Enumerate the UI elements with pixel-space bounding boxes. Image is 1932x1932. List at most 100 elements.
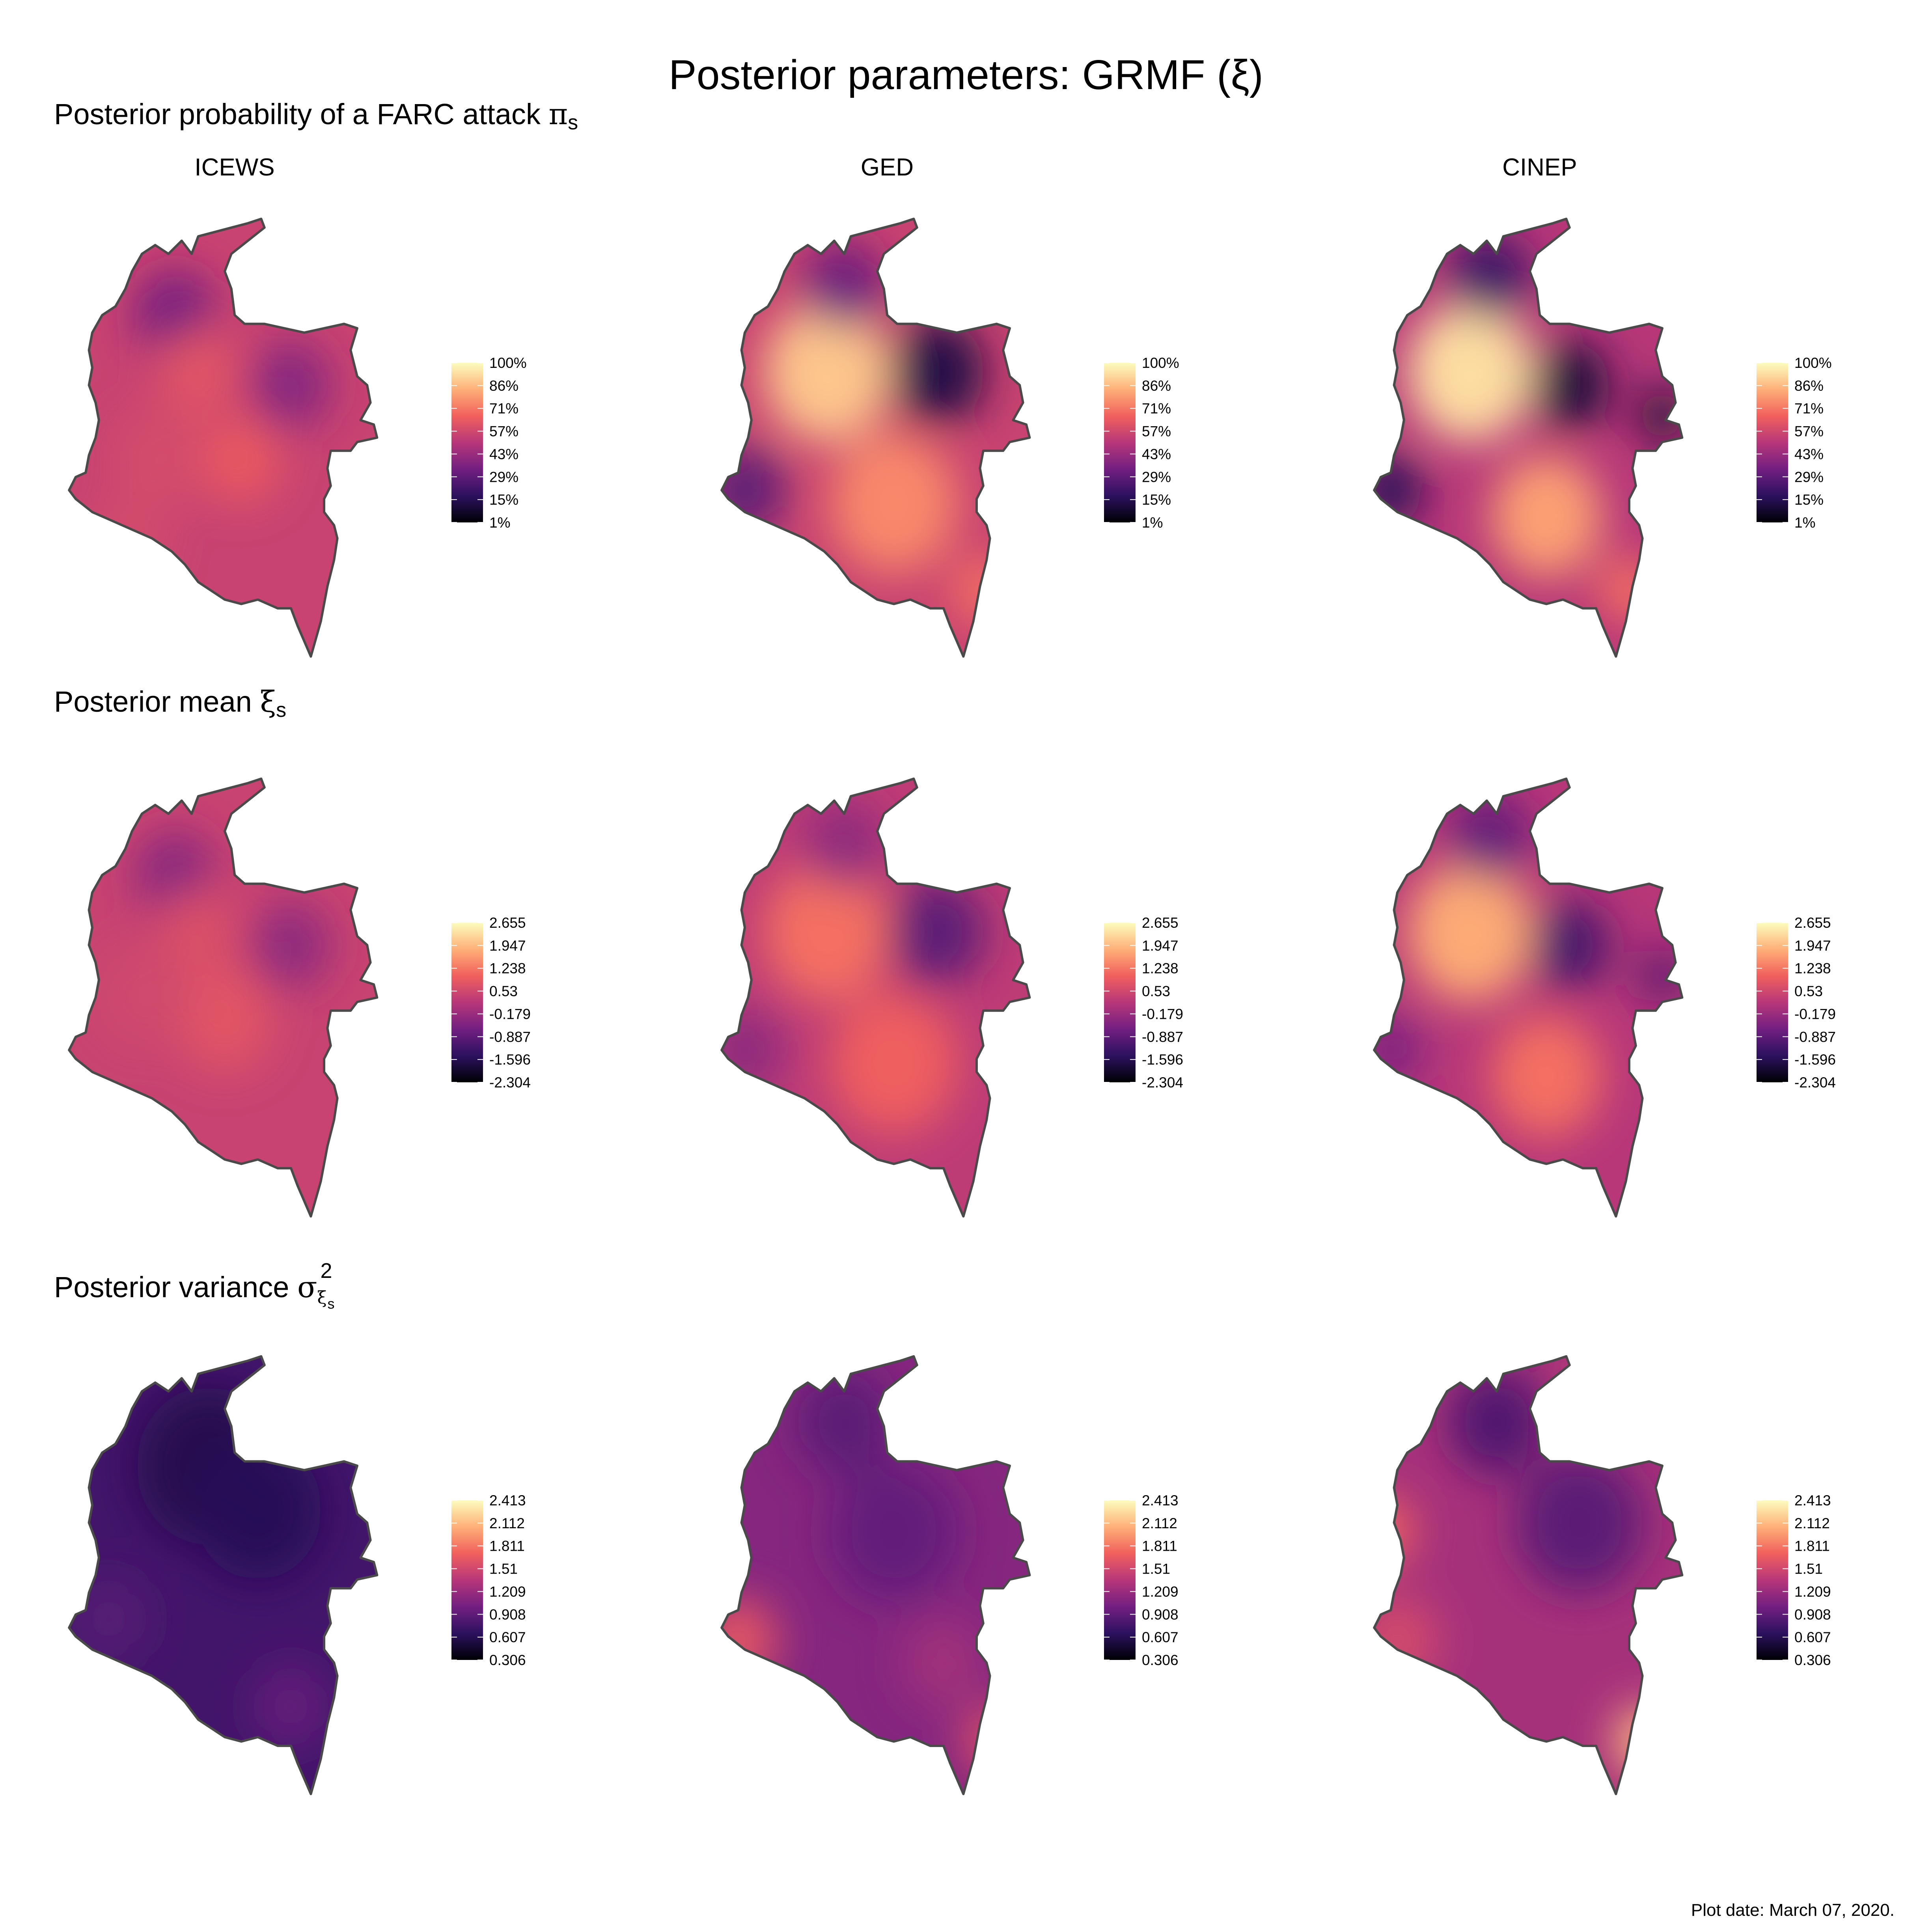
superscript: 2 bbox=[320, 1259, 332, 1283]
legend-tick-label: 1.51 bbox=[1794, 1561, 1823, 1577]
legend-tick-label: 1.811 bbox=[1794, 1538, 1830, 1554]
intensity-region bbox=[69, 1575, 149, 1663]
legend-tick-label: 71% bbox=[1142, 401, 1171, 417]
pi-symbol: π bbox=[548, 97, 568, 131]
subscript: s bbox=[276, 699, 287, 722]
legend-tick-label: 15% bbox=[489, 492, 518, 508]
legend-tick-label: 2.112 bbox=[489, 1515, 525, 1531]
intensity-region bbox=[201, 416, 281, 504]
intensity-region bbox=[86, 503, 165, 591]
legend-colorbar bbox=[1104, 363, 1136, 522]
legend-tick-label: 57% bbox=[1794, 423, 1824, 440]
intensity-region bbox=[830, 433, 958, 574]
colombia-border bbox=[720, 218, 1031, 658]
legend-tick-label: 0.53 bbox=[1794, 983, 1823, 1000]
intensity-region bbox=[1450, 792, 1530, 880]
legend-tick-label: 29% bbox=[489, 469, 518, 485]
intensity-region bbox=[889, 879, 985, 985]
intensity-region bbox=[159, 328, 238, 416]
legend-tick-label: 0.53 bbox=[489, 983, 518, 1000]
plot-date: Plot date: March 07, 2020. bbox=[1691, 1900, 1895, 1920]
colombia-border bbox=[68, 778, 379, 1218]
legend-tick-label: 0.908 bbox=[1794, 1606, 1831, 1622]
legend-tick-label: 29% bbox=[1142, 469, 1171, 485]
legend-tick-label: 100% bbox=[489, 355, 527, 371]
legend-tick-label: 57% bbox=[1142, 423, 1171, 440]
legend-tick-label: 1.51 bbox=[489, 1561, 518, 1577]
intensity-region bbox=[1638, 949, 1682, 1002]
legend-tick-label: 0.306 bbox=[489, 1652, 526, 1668]
map-panel-pi-ged: 100% 86% 71% 57% 43% 29% 15% 1% bbox=[720, 218, 1179, 658]
legend-tick-label: 1.209 bbox=[1794, 1583, 1831, 1600]
legend-tick-label: 2.655 bbox=[1794, 915, 1831, 931]
intensity-region bbox=[1450, 232, 1530, 320]
legend-tick-label: 1.209 bbox=[489, 1583, 526, 1600]
legend-tick-label: 1% bbox=[1142, 515, 1163, 531]
row-title-pi: Posterior probability of a FARC attack π… bbox=[54, 95, 578, 142]
intensity-region bbox=[177, 967, 272, 1072]
intensity-region bbox=[951, 556, 1015, 626]
sigma-symbol: σ bbox=[297, 1270, 317, 1304]
legend-tick-label: -0.887 bbox=[1794, 1029, 1836, 1045]
colombia-border bbox=[1373, 778, 1684, 1218]
map-panel-mean-icews: 2.655 1.947 1.238 0.53 -0.179 -0.887 -1.596 -2.… bbox=[68, 778, 531, 1218]
color-legend: 100% 86% 71% 57% 43% 29% 15% 1% bbox=[451, 355, 527, 531]
legend-tick-label: 43% bbox=[1142, 446, 1171, 462]
intensity-region bbox=[904, 1619, 983, 1706]
legend-colorbar bbox=[451, 1500, 483, 1660]
legend-colorbar bbox=[1104, 923, 1136, 1082]
legend-colorbar bbox=[1757, 363, 1788, 522]
row-title-text: Posterior variance bbox=[54, 1271, 297, 1304]
intensity-region bbox=[830, 993, 958, 1134]
xi-symbol: ξ bbox=[260, 685, 276, 719]
legend-tick-label: 2.413 bbox=[1142, 1492, 1179, 1509]
subscript: s bbox=[568, 111, 578, 134]
intensity-region bbox=[1597, 556, 1661, 626]
map-panel-variance-ged: 2.413 2.112 1.811 1.51 1.209 0.908 0.607 0.306 bbox=[720, 1355, 1179, 1795]
intensity-region bbox=[796, 1369, 892, 1475]
intensity-region bbox=[1638, 389, 1682, 442]
map-panel-mean-ged: 2.655 1.947 1.238 0.53 -0.179 -0.887 -1.596 -2.… bbox=[720, 778, 1183, 1218]
intensity-region bbox=[1490, 455, 1602, 578]
legend-tick-label: 1.238 bbox=[1794, 960, 1831, 977]
intensity-region bbox=[1406, 302, 1534, 442]
legend-tick-label: -0.887 bbox=[1142, 1029, 1183, 1045]
legend-tick-label: -2.304 bbox=[489, 1074, 531, 1091]
legend-tick-label: 100% bbox=[1794, 355, 1832, 371]
legend-tick-label: 1.811 bbox=[489, 1538, 525, 1554]
intensity-region bbox=[722, 446, 785, 534]
intensity-region bbox=[889, 319, 985, 425]
legend-tick-label: 1% bbox=[489, 515, 510, 531]
legend-tick-label: 1% bbox=[1794, 515, 1815, 531]
legend-tick-label: -0.887 bbox=[489, 1029, 531, 1045]
legend-tick-label: 100% bbox=[1142, 355, 1179, 371]
legend-tick-label: -1.596 bbox=[1142, 1052, 1183, 1068]
legend-tick-label: 0.607 bbox=[1794, 1629, 1831, 1645]
color-legend: 2.413 2.112 1.811 1.51 1.209 0.908 0.607 0.306 bbox=[1104, 1492, 1179, 1668]
intensity-region bbox=[1406, 862, 1534, 1002]
intensity-region bbox=[1374, 455, 1423, 525]
legend-tick-label: 2.413 bbox=[489, 1492, 526, 1509]
legend-tick-label: 2.413 bbox=[1794, 1492, 1831, 1509]
legend-tick-label: 86% bbox=[1794, 378, 1824, 394]
legend-tick-label: 1.238 bbox=[489, 960, 526, 977]
intensity-region bbox=[1516, 1453, 1643, 1593]
legend-tick-label: 43% bbox=[489, 446, 518, 462]
figure-title: Posterior parameters: GRMF (ξ) bbox=[668, 52, 1264, 98]
column-title-ged: GED bbox=[860, 154, 914, 181]
color-legend: 2.413 2.112 1.811 1.51 1.209 0.908 0.607 0.306 bbox=[1757, 1492, 1831, 1668]
legend-tick-label: 0.607 bbox=[489, 1629, 526, 1645]
legend-tick-label: 71% bbox=[489, 401, 518, 417]
colombia-border bbox=[720, 1355, 1031, 1795]
legend-tick-label: 0.306 bbox=[1794, 1652, 1831, 1668]
intensity-region bbox=[1530, 901, 1609, 989]
row-title-mean: Posterior mean ξs bbox=[54, 682, 286, 730]
legend-tick-label: 2.112 bbox=[1794, 1515, 1830, 1531]
map-panel-pi-cinep: 100% 86% 71% 57% 43% 29% 15% 1% bbox=[1373, 218, 1832, 658]
intensity-region bbox=[1490, 1015, 1602, 1138]
map-panel-mean-cinep: 2.655 1.947 1.238 0.53 -0.179 -0.887 -1.596 -2.… bbox=[1373, 778, 1836, 1218]
color-legend: 2.655 1.947 1.238 0.53 -0.179 -0.887 -1.596 -2.… bbox=[1104, 915, 1183, 1091]
intensity-region bbox=[94, 945, 190, 1050]
intensity-region bbox=[764, 862, 891, 1002]
